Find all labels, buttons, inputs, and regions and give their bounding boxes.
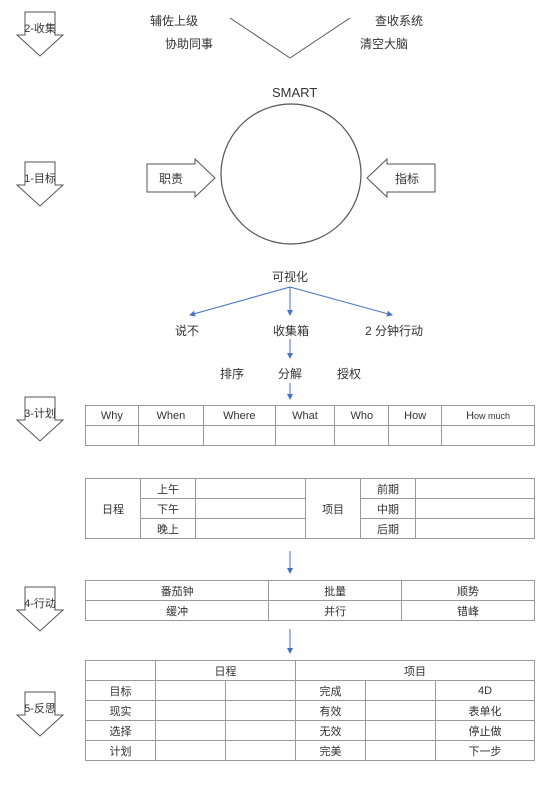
reflect-table: 日程 项目 目标 完成 4D 现实 有效 表单化 选择 无效 停止做 计划 完美… bbox=[85, 660, 535, 761]
col-where: Where bbox=[203, 406, 275, 426]
reflect-l2: 选择 bbox=[86, 721, 156, 741]
step-5-label: 5-反思 bbox=[15, 700, 65, 716]
reflect-h2: 项目 bbox=[296, 661, 535, 681]
col-howmuch: HHow muchow much bbox=[442, 406, 535, 426]
reflect-r1: 表单化 bbox=[436, 701, 535, 721]
sched-am: 上午 bbox=[141, 479, 196, 499]
visualize-label: 可视化 bbox=[272, 268, 308, 285]
step-2-label: 2-收集 bbox=[15, 20, 65, 36]
reflect-m3: 完美 bbox=[296, 741, 366, 761]
reflect-h1: 日程 bbox=[156, 661, 296, 681]
act-buffer: 缓冲 bbox=[86, 601, 269, 621]
step-2-collect: 2-收集 bbox=[15, 10, 65, 58]
proj-late: 后期 bbox=[361, 519, 416, 539]
branch-arrows-1 bbox=[160, 285, 430, 320]
reflect-l0: 目标 bbox=[86, 681, 156, 701]
collect-top-right: 查收系统 bbox=[375, 12, 423, 29]
project-label: 项目 bbox=[306, 479, 361, 539]
reflect-l3: 计划 bbox=[86, 741, 156, 761]
col-how: How bbox=[389, 406, 442, 426]
col-why: Why bbox=[86, 406, 139, 426]
reflect-l1: 现实 bbox=[86, 701, 156, 721]
schedule-label: 日程 bbox=[86, 479, 141, 539]
down-arrow-1 bbox=[285, 338, 295, 363]
plan-5w2h-table: Why When Where What Who How HHow muchow … bbox=[85, 405, 535, 446]
act-parallel: 并行 bbox=[269, 601, 402, 621]
collect-top-left: 辅佐上级 bbox=[150, 12, 198, 29]
metric-label: 指标 bbox=[395, 170, 419, 187]
branch-2: 收集箱 bbox=[273, 322, 309, 339]
down-arrow-3 bbox=[285, 550, 295, 578]
goal-circle bbox=[219, 102, 363, 246]
branch-3: 2 分钟行动 bbox=[365, 322, 423, 339]
reflect-m0: 完成 bbox=[296, 681, 366, 701]
step-4-label: 4-行动 bbox=[15, 595, 65, 611]
down-arrow-4 bbox=[285, 628, 295, 658]
sub-3: 授权 bbox=[337, 365, 361, 382]
duty-label: 职责 bbox=[159, 170, 183, 187]
col-when: When bbox=[138, 406, 203, 426]
reflect-r3: 下一步 bbox=[436, 741, 535, 761]
down-arrow-2 bbox=[285, 382, 295, 404]
step-5-reflect: 5-反思 bbox=[15, 690, 65, 738]
reflect-r2: 停止做 bbox=[436, 721, 535, 741]
sub-2: 分解 bbox=[278, 365, 302, 382]
step-3-label: 3-计划 bbox=[15, 405, 65, 421]
col-what: What bbox=[275, 406, 335, 426]
reflect-r0: 4D bbox=[436, 681, 535, 701]
step-1-label: 1-目标 bbox=[15, 170, 65, 186]
act-offpeak: 错峰 bbox=[402, 601, 535, 621]
act-batch: 批量 bbox=[269, 581, 402, 601]
reflect-m2: 无效 bbox=[296, 721, 366, 741]
sub-1: 排序 bbox=[220, 365, 244, 382]
col-who: Who bbox=[335, 406, 389, 426]
collect-bot-right: 清空大脑 bbox=[360, 35, 408, 52]
step-3-plan: 3-计划 bbox=[15, 395, 65, 443]
diagram-root: 2-收集 1-目标 3-计划 4-行动 5-反思 辅佐上级 协助同事 查收系统 … bbox=[10, 10, 547, 796]
schedule-table: 日程 上午 项目 前期 下午 中期 晚上 后期 bbox=[85, 478, 535, 539]
sched-pm: 下午 bbox=[141, 499, 196, 519]
smart-label: SMART bbox=[272, 85, 317, 100]
collect-bot-left: 协助同事 bbox=[165, 35, 213, 52]
proj-early: 前期 bbox=[361, 479, 416, 499]
reflect-m1: 有效 bbox=[296, 701, 366, 721]
act-pomodoro: 番茄钟 bbox=[86, 581, 269, 601]
branch-1: 说不 bbox=[175, 322, 199, 339]
step-1-goal: 1-目标 bbox=[15, 160, 65, 208]
sched-eve: 晚上 bbox=[141, 519, 196, 539]
action-table: 番茄钟 批量 顺势 缓冲 并行 错峰 bbox=[85, 580, 535, 621]
step-4-action: 4-行动 bbox=[15, 585, 65, 633]
act-flow: 顺势 bbox=[402, 581, 535, 601]
proj-mid: 中期 bbox=[361, 499, 416, 519]
